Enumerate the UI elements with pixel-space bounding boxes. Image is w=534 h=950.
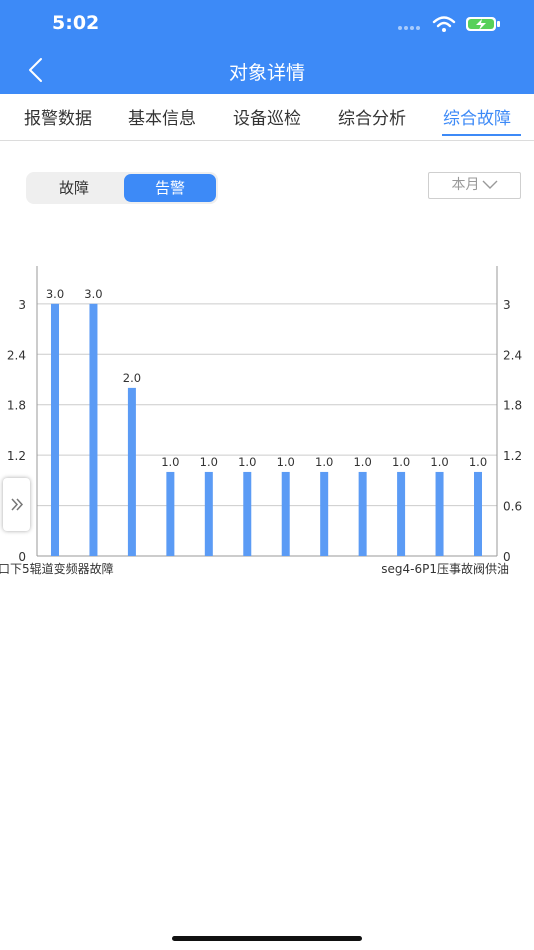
left-tick-label: 1.8: [7, 399, 26, 413]
bar-value-label: 1.0: [353, 455, 371, 469]
segment-fault[interactable]: 故障: [58, 179, 89, 197]
bar-value-label: 1.0: [469, 455, 487, 469]
bar-value-label: 3.0: [84, 287, 102, 301]
bar-value-label: 1.0: [161, 455, 179, 469]
wifi-dot: [442, 28, 446, 32]
tab-indicator: [442, 134, 521, 136]
left-tick-label: 3: [18, 298, 26, 312]
chart-bar: [358, 471, 367, 556]
chart-bar: [474, 471, 482, 556]
chart-bar: [89, 303, 98, 556]
signal-icon: [398, 26, 420, 30]
tab-bar: 报警数据 基本信息 设备巡检 综合分析 综合故障: [0, 94, 534, 141]
home-indicator: [172, 936, 362, 941]
bar-value-label: 1.0: [277, 455, 295, 469]
bar-value-label: 1.0: [430, 455, 448, 469]
right-tick-label: 1.8: [503, 399, 522, 413]
right-tick-label: 0.6: [503, 500, 522, 514]
left-tick-label: 2.4: [7, 348, 26, 362]
page-title: 对象详情: [228, 62, 305, 84]
chart-bar: [243, 471, 252, 556]
chart-bar: [166, 471, 175, 556]
right-tick-label: 1.2: [503, 449, 522, 463]
chart-bar: [320, 471, 329, 556]
period-dropdown[interactable]: 本月: [428, 172, 521, 199]
tab-basic-info[interactable]: 基本信息: [128, 109, 196, 129]
category-label-first: 口下5辊道变频器故障: [0, 561, 114, 576]
right-tick-label: 0: [503, 550, 511, 564]
right-tick-label: 3: [503, 298, 511, 312]
fault-alert-toggle: 故障 告警: [26, 172, 218, 204]
bar-value-label: 1.0: [392, 455, 410, 469]
category-label-last: seg4-6P1压事故阀供油: [381, 561, 509, 576]
chart-bar: [281, 471, 290, 556]
status-time: 5:02: [52, 12, 100, 34]
double-chevron-right-icon: [11, 498, 24, 511]
tab-device-inspection[interactable]: 设备巡检: [233, 109, 301, 129]
bar-value-label: 1.0: [238, 455, 256, 469]
right-tick-label: 2.4: [503, 348, 522, 362]
app-header: 5:02 对象详情: [0, 0, 534, 94]
chevron-down-icon: [482, 180, 497, 189]
bar-value-label: 2.0: [123, 371, 141, 385]
battery-icon: [466, 17, 500, 31]
wifi-icon: [432, 16, 456, 28]
status-icons: [398, 16, 500, 32]
chart-bar: [204, 471, 213, 556]
bar-value-label: 3.0: [46, 287, 64, 301]
side-expand-handle[interactable]: [3, 478, 30, 531]
period-dropdown-value: 本月: [451, 177, 480, 193]
left-tick-label: 1.2: [7, 449, 26, 463]
chevron-left-icon[interactable]: [22, 56, 50, 84]
segment-alert[interactable]: 告警: [124, 174, 216, 202]
left-tick-label: 0: [18, 550, 26, 564]
chart-bar: [435, 471, 444, 556]
fault-bar-chart: 0 1.2 1.8 2.4 3 0 0.6 1.2 1.8 2.4 3 3.0 3.0 2.0 1.0 1.0…: [0, 266, 522, 576]
tab-comprehensive-fault[interactable]: 综合故障: [443, 109, 511, 129]
tab-alarm-data[interactable]: 报警数据: [24, 109, 92, 129]
chart-bar: [51, 303, 59, 556]
chart-bar: [397, 471, 406, 556]
bar-value-label: 1.0: [200, 455, 218, 469]
bar-value-label: 1.0: [315, 455, 333, 469]
tab-comprehensive-analysis[interactable]: 综合分析: [338, 109, 406, 129]
chart-bar: [127, 387, 136, 556]
